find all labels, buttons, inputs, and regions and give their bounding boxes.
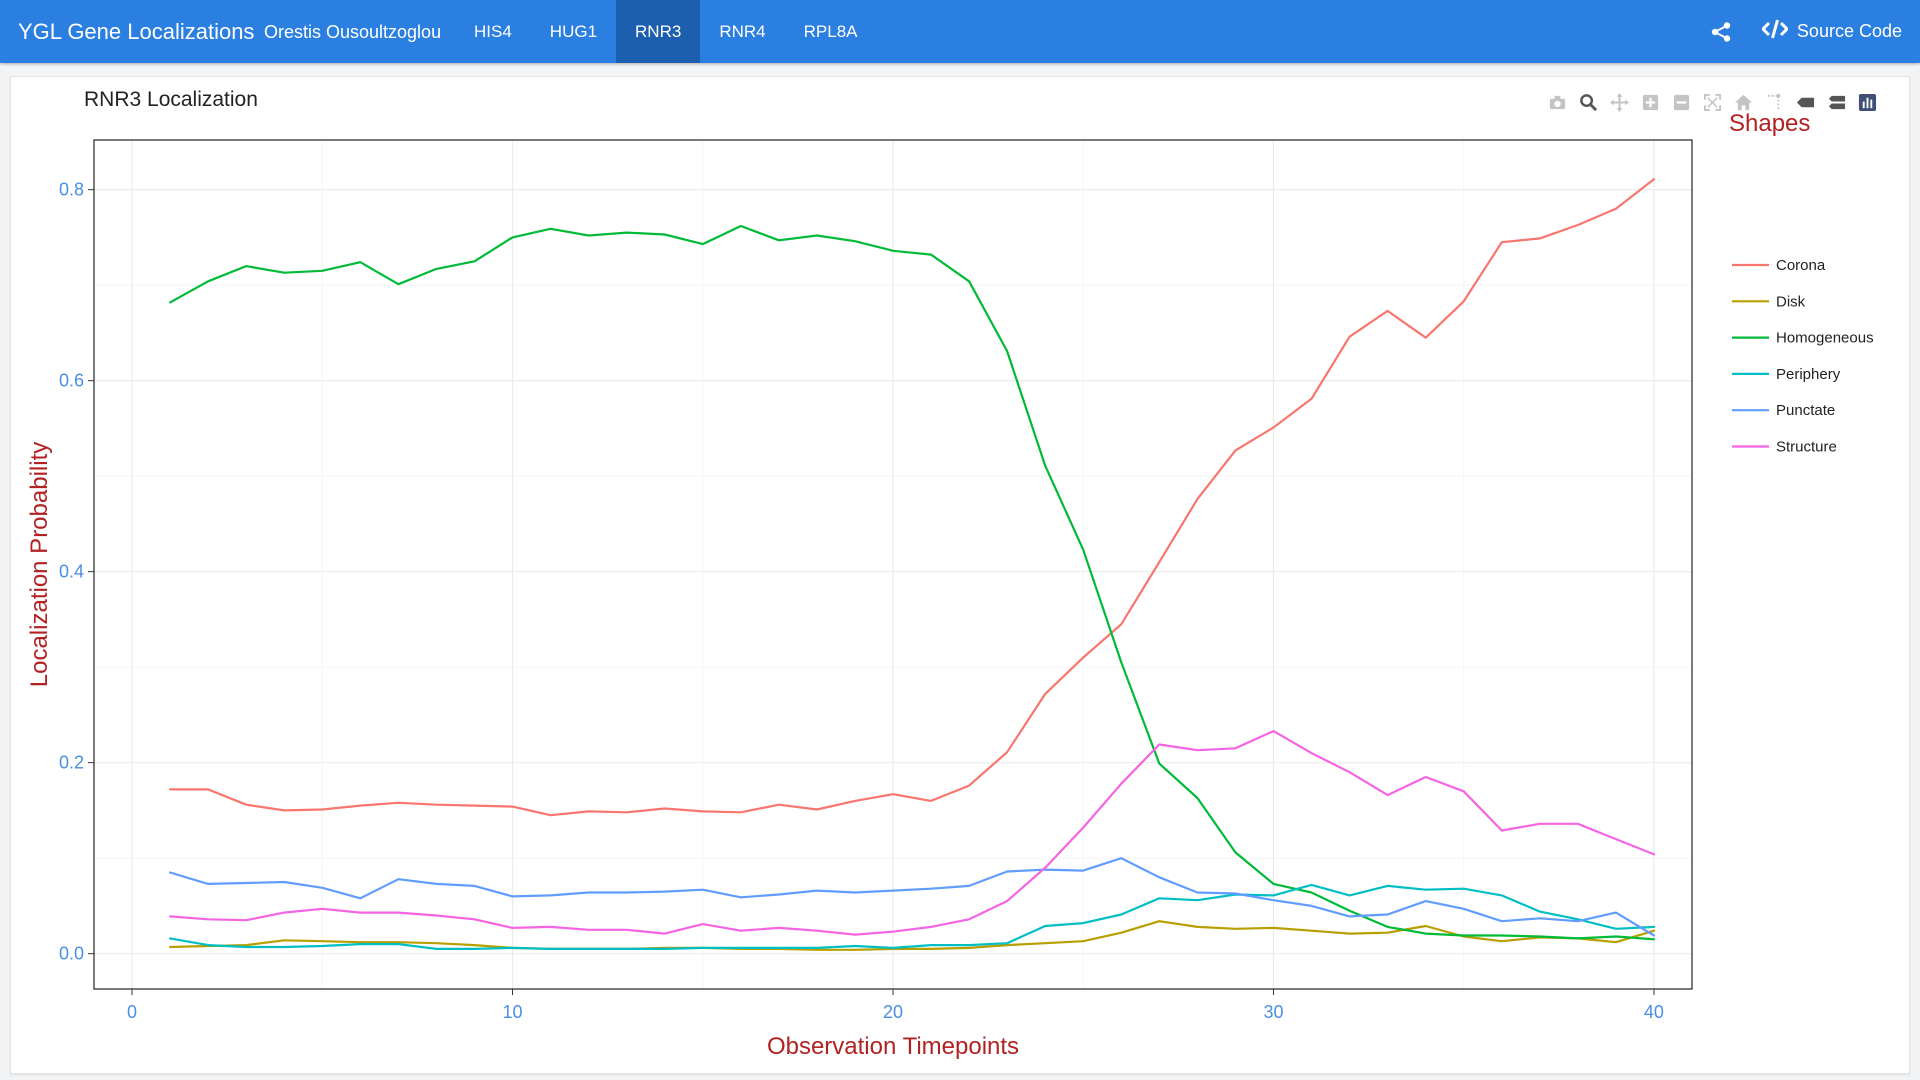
tab-hug1[interactable]: HUG1: [549, 22, 598, 41]
author-name: Orestis Ousoultzoglou: [264, 22, 442, 42]
plotly-logo-icon[interactable]: [1857, 92, 1878, 113]
app-title[interactable]: YGL Gene Localizations: [18, 19, 255, 44]
autoscale-icon[interactable]: [1702, 92, 1723, 113]
tab-rpl8a[interactable]: RPL8A: [803, 22, 858, 41]
share-icon[interactable]: [1710, 21, 1732, 43]
plot-modebar: [1547, 92, 1878, 113]
zoom-out-icon[interactable]: [1671, 92, 1692, 113]
tab-rnr4[interactable]: RNR4: [719, 22, 766, 41]
zoom-icon[interactable]: [1578, 92, 1599, 113]
gene-tabs: HIS4 HUG1 RNR3 RNR4 RPL8A: [455, 0, 877, 63]
source-code-label: Source Code: [1796, 21, 1902, 41]
source-code-link[interactable]: Source Code: [1761, 19, 1902, 44]
code-icon: [1761, 19, 1789, 44]
chart-title: RNR3 Localization: [84, 88, 258, 111]
camera-icon[interactable]: [1547, 92, 1568, 113]
pan-icon[interactable]: [1609, 92, 1630, 113]
home-icon[interactable]: [1733, 92, 1754, 113]
navbar: YGL Gene Localizations Orestis Ousoultzo…: [0, 0, 1920, 63]
hover-compare-icon[interactable]: [1826, 92, 1847, 113]
tab-rnr3[interactable]: RNR3: [616, 0, 701, 63]
navbar-actions: Source Code: [1710, 0, 1902, 63]
chart-card: [10, 76, 1910, 1074]
zoom-in-icon[interactable]: [1640, 92, 1661, 113]
spike-lines-icon[interactable]: [1764, 92, 1785, 113]
tab-his4[interactable]: HIS4: [474, 22, 512, 41]
hover-closest-icon[interactable]: [1795, 92, 1816, 113]
